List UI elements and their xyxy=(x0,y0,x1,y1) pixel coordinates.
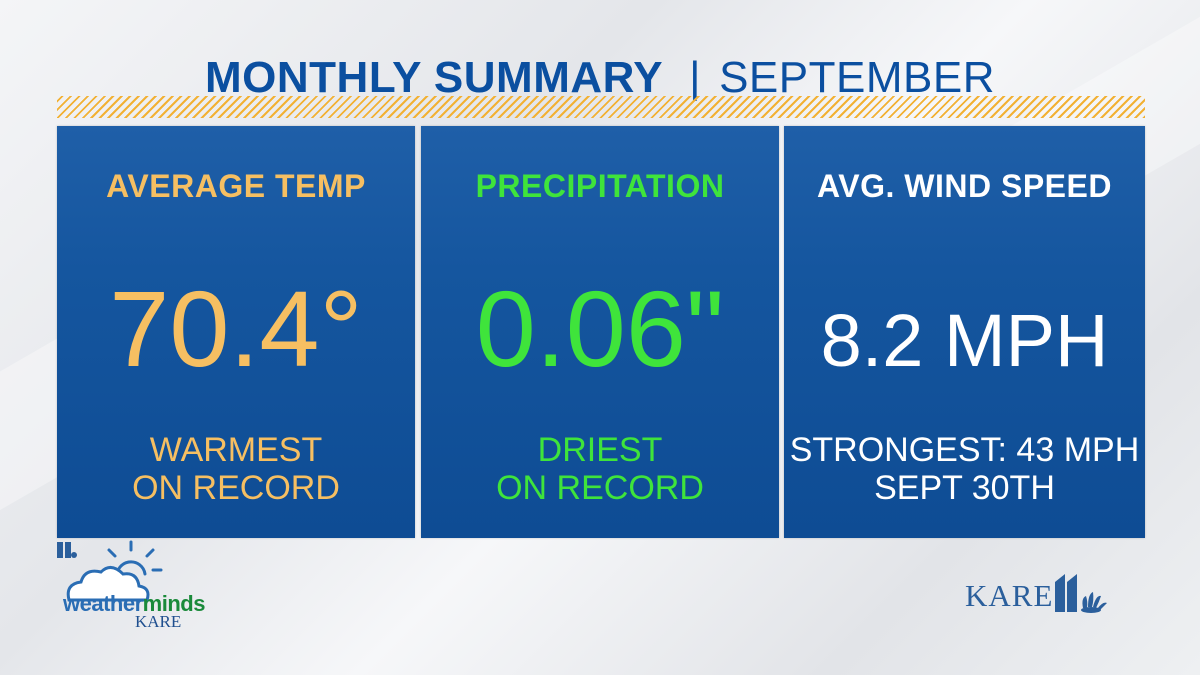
panel-label: AVERAGE TEMP xyxy=(106,168,366,204)
average-temp-value: 70.4° xyxy=(109,268,363,389)
page-subtitle: SEPTEMBER xyxy=(719,53,995,102)
panel-note: DRIEST ON RECORD xyxy=(421,431,779,507)
note-line-2: ON RECORD xyxy=(132,469,340,507)
weatherminds-logo: weatherminds KARE xyxy=(55,540,225,631)
sun-cloud-icon xyxy=(66,540,163,602)
panel-note: WARMEST ON RECORD xyxy=(57,431,415,507)
note-line-1: WARMEST xyxy=(149,431,323,469)
wind-speed-panel: AVG. WIND SPEED 8.2 MPH STRONGEST: 43 MP… xyxy=(784,126,1145,538)
weatherminds-station: KARE xyxy=(135,612,182,631)
note-line-2: SEPT 30TH xyxy=(874,469,1055,507)
wind-speed-value: 8.2 MPH xyxy=(820,299,1109,382)
note-line-1: DRIEST xyxy=(537,431,663,469)
average-temp-panel: AVERAGE TEMP 70.4° WARMEST ON RECORD xyxy=(57,126,415,538)
weatherminds-wordmark: weatherminds xyxy=(63,591,205,616)
panel-note: STRONGEST: 43 MPH SEPT 30TH xyxy=(784,431,1145,507)
panel-label: PRECIPITATION xyxy=(475,168,725,204)
kare11-logo: KARE xyxy=(965,572,1125,613)
title-separator: | xyxy=(689,53,702,102)
precipitation-panel: PRECIPITATION 0.06" DRIEST ON RECORD xyxy=(421,126,779,538)
note-line-1: STRONGEST: 43 MPH xyxy=(789,431,1140,469)
decorative-stripe xyxy=(57,96,1145,118)
kare11-mark-icon xyxy=(1055,574,1107,613)
kare-wordmark: KARE xyxy=(965,578,1054,613)
note-line-2: ON RECORD xyxy=(496,469,704,507)
page-header: MONTHLY SUMMARY | SEPTEMBER xyxy=(0,48,1200,108)
kare11-mark-icon xyxy=(57,542,77,558)
precipitation-value: 0.06" xyxy=(475,268,725,389)
page-title: MONTHLY SUMMARY xyxy=(205,53,664,102)
panel-label: AVG. WIND SPEED xyxy=(817,168,1112,204)
